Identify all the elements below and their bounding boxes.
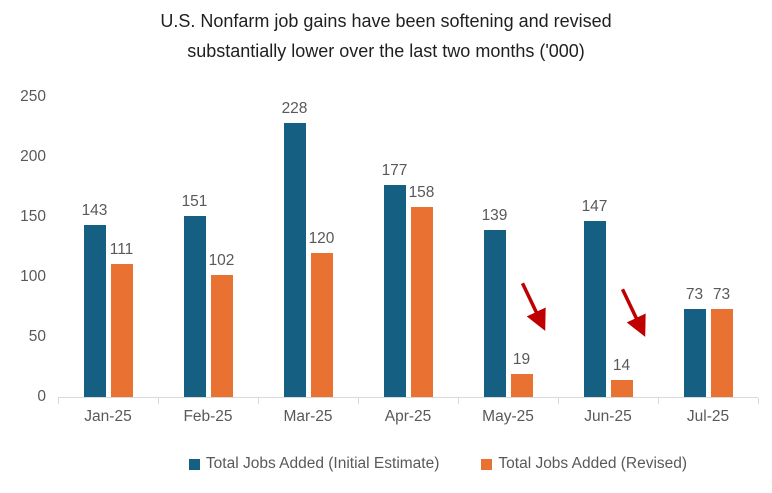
legend-item-revised: Total Jobs Added (Revised) — [481, 455, 687, 473]
bar-revised-apr-25 — [410, 207, 433, 397]
bar-initial-mar-25 — [283, 123, 306, 397]
bar-value-label: 73 — [685, 286, 704, 304]
bar-revised-mar-25 — [310, 253, 333, 397]
y-tick-label: 150 — [20, 208, 46, 225]
bar-value-label: 73 — [712, 286, 731, 304]
y-tick-label: 100 — [20, 268, 46, 285]
x-axis-tick — [57, 398, 59, 404]
bar-value-label: 177 — [381, 161, 408, 179]
annotation-layer — [520, 282, 646, 337]
x-axis-tick — [457, 398, 459, 404]
bar-revised-jun-25 — [610, 380, 633, 397]
x-tick-label: Jun-25 — [584, 408, 632, 425]
x-axis-tick — [157, 398, 159, 404]
bar-value-label: 143 — [81, 202, 108, 220]
plot-area: 143 111 151 102 228 120 177 158 139 19 147 14 73 73 — [57, 98, 759, 404]
bar-initial-jul-25 — [683, 309, 706, 397]
bar-value-label: 228 — [281, 100, 308, 118]
bar-revised-jan-25 — [110, 263, 133, 397]
x-tick-label: May-25 — [482, 408, 534, 425]
bar-revised-feb-25 — [210, 274, 233, 397]
bar-initial-feb-25 — [183, 215, 206, 397]
legend: Total Jobs Added (Initial Estimate) Total… — [58, 455, 758, 473]
legend-swatch — [481, 458, 493, 470]
bar-value-label: 158 — [408, 184, 435, 202]
revision-arrow-may-25 — [520, 282, 546, 331]
bar-value-label: 14 — [612, 357, 631, 375]
bar-revised-may-25 — [510, 374, 533, 397]
chart-title-line: U.S. Nonfarm job gains have been softeni… — [160, 11, 612, 31]
bar-initial-apr-25 — [383, 184, 406, 397]
legend-label: Total Jobs Added (Revised) — [498, 455, 688, 472]
revision-arrow-jun-25 — [620, 288, 646, 337]
x-axis-tick — [357, 398, 359, 404]
bar-value-label: 151 — [181, 192, 208, 210]
y-tick-label: 0 — [37, 388, 46, 405]
x-tick-label: Jan-25 — [84, 408, 132, 425]
x-axis-tick — [657, 398, 659, 404]
bar-revised-jul-25 — [710, 309, 733, 397]
x-tick-label: Apr-25 — [384, 408, 432, 425]
bar-value-label: 147 — [581, 197, 608, 215]
chart-title-line: substantially lower over the last two mo… — [187, 41, 585, 61]
chart-title: U.S. Nonfarm job gains have been softeni… — [0, 6, 772, 66]
x-axis-tick — [757, 398, 759, 404]
legend-item-initial-estimate: Total Jobs Added (Initial Estimate) — [188, 455, 440, 473]
x-axis-tick — [257, 398, 259, 404]
bar-initial-jan-25 — [83, 225, 106, 397]
y-tick-label: 250 — [20, 88, 46, 105]
bar-initial-jun-25 — [583, 220, 606, 397]
legend-label: Total Jobs Added (Initial Estimate) — [205, 455, 440, 472]
y-tick-label: 200 — [20, 148, 46, 165]
bar-value-label: 19 — [512, 351, 531, 369]
y-tick-label: 50 — [28, 328, 46, 345]
legend-swatch — [188, 458, 200, 470]
bar-value-label: 102 — [208, 251, 235, 269]
bar-value-label: 111 — [109, 240, 134, 258]
x-axis-tick — [557, 398, 559, 404]
bar-value-label: 120 — [308, 230, 335, 247]
bar-initial-may-25 — [483, 230, 506, 397]
x-tick-label: Mar-25 — [283, 408, 333, 425]
bar-value-label: 139 — [481, 207, 508, 225]
x-tick-label: Jul-25 — [686, 408, 730, 425]
x-tick-label: Feb-25 — [183, 408, 233, 425]
